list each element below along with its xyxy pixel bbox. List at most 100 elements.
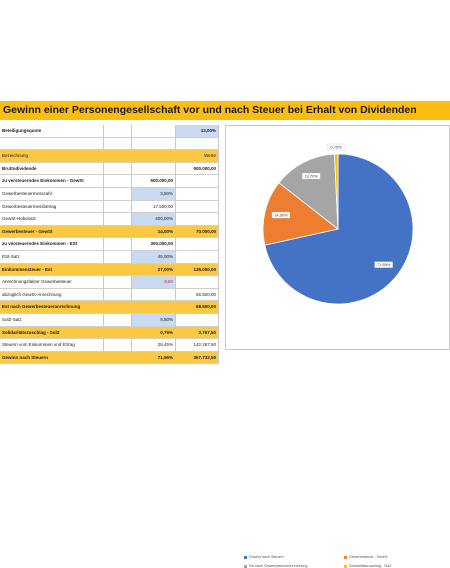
table-row[interactable]: ESt-Satz 45,00% — [0, 251, 219, 264]
value-cell[interactable]: 66.500,00 — [176, 288, 219, 302]
table-row[interactable] — [0, 137, 219, 151]
value-cell[interactable] — [104, 251, 132, 264]
row-label-cell[interactable] — [0, 137, 104, 151]
value-cell[interactable]: 14,00% — [132, 225, 176, 239]
row-label-cell[interactable]: Steuern vom Einkommen und Ertrag — [0, 339, 104, 352]
data-label-box — [271, 211, 291, 219]
row-label-cell[interactable]: abzüglich GewSt-Anrechnung — [0, 288, 104, 302]
value-cell[interactable] — [176, 238, 219, 251]
table-row[interactable]: Anrechnungsfaktor Gewerbesteuer -3,80 — [0, 276, 219, 289]
value-cell[interactable] — [104, 137, 132, 151]
value-cell[interactable]: 357.732,50 — [176, 351, 219, 365]
row-label-cell[interactable]: Bruttodividende — [0, 162, 104, 176]
row-label-cell[interactable]: zu versteuerndes Einkommen - GewSt — [0, 175, 104, 188]
row-label-cell[interactable]: Gewerbesteuermessbetrag — [0, 200, 104, 214]
legend-swatch — [244, 555, 247, 559]
table-row[interactable]: abzüglich GewSt-Anrechnung 66.500,00 — [0, 288, 219, 302]
row-label-cell[interactable]: Einkommensteuer - Est — [0, 263, 104, 277]
value-cell[interactable] — [104, 339, 132, 352]
table-row[interactable]: Bruttodividende 500.000,00 — [0, 162, 219, 176]
table-row[interactable]: Gewerbesteuer - GewSt 14,00% 70.000,00 — [0, 225, 219, 239]
table-row[interactable]: Gewerbesteuermesszahl 3,50% — [0, 188, 219, 201]
spreadsheet-grid[interactable]: Beteiligungsquote 13,00% Bezeichnung Werte B… — [0, 125, 450, 365]
value-cell[interactable]: 3.767,50 — [176, 326, 219, 340]
row-label-cell[interactable]: Gewinn nach Steuern — [0, 351, 104, 365]
table-row[interactable]: Steuern vom Einkommen und Ertrag 28,45% 14… — [0, 339, 219, 352]
value-cell[interactable] — [176, 276, 219, 289]
row-label-cell[interactable]: SolZ-Satz — [0, 314, 104, 327]
value-cell[interactable] — [104, 225, 132, 239]
row-label-cell[interactable]: ESt-Satz — [0, 251, 104, 264]
table-row[interactable]: Solidaritätszuschlag - SolZ 0,75% 3.767,50 — [0, 326, 219, 340]
value-cell[interactable] — [104, 150, 132, 163]
value-cell[interactable]: 400,00% — [132, 213, 176, 226]
value-cell[interactable]: 300.000,00 — [132, 238, 176, 251]
value-cell[interactable] — [132, 137, 176, 151]
table-row[interactable]: zu versteuerndes Einkommen - ESt 300.000,… — [0, 238, 219, 251]
value-cell[interactable]: 70.000,00 — [176, 225, 219, 239]
value-cell[interactable]: 0,75% — [132, 326, 176, 340]
value-cell[interactable]: 13,00% — [176, 125, 219, 138]
value-cell[interactable]: 45,00% — [132, 251, 176, 264]
value-cell[interactable] — [176, 188, 219, 201]
value-cell[interactable]: -3,80 — [132, 276, 176, 289]
value-cell[interactable] — [104, 326, 132, 340]
value-cell[interactable]: 135.000,00 — [176, 263, 219, 277]
value-cell[interactable] — [104, 314, 132, 327]
value-cell[interactable] — [132, 150, 176, 163]
table-row[interactable]: Einkommensteuer - Est 27,00% 135.000,00 — [0, 263, 219, 277]
table-row[interactable]: Beteiligungsquote 13,00% — [0, 125, 219, 138]
table-row[interactable]: Est nach Gewerbesteueranrechnung 68.500,0… — [0, 301, 219, 314]
row-label-cell[interactable]: Est nach Gewerbesteueranrechnung — [0, 301, 104, 314]
value-cell[interactable] — [132, 162, 176, 176]
table-row[interactable]: Gewerbesteuermessbetrag 17.500,00 — [0, 200, 219, 214]
value-cell[interactable] — [104, 351, 132, 365]
value-cell[interactable] — [176, 175, 219, 188]
table-row[interactable]: Gewinn nach Steuern 71,55% 357.732,50 — [0, 351, 219, 365]
value-cell[interactable]: 3,50% — [132, 188, 176, 201]
value-cell[interactable]: 5,50% — [132, 314, 176, 327]
row-label-cell[interactable]: Gewerbesteuer - GewSt — [0, 225, 104, 239]
value-cell[interactable]: Werte — [176, 150, 219, 163]
value-cell[interactable] — [104, 162, 132, 176]
pie-slice — [278, 153, 339, 230]
row-label-cell[interactable]: Gewerbesteuermesszahl — [0, 188, 104, 201]
value-cell[interactable]: 142.267,50 — [176, 339, 219, 352]
value-cell[interactable] — [176, 213, 219, 226]
value-cell[interactable] — [104, 276, 132, 289]
value-cell[interactable]: 17.500,00 — [132, 200, 176, 214]
table-row[interactable]: SolZ-Satz 5,50% — [0, 314, 219, 327]
table-row[interactable]: Bezeichnung Werte — [0, 150, 219, 163]
row-label-cell[interactable]: Bezeichnung — [0, 150, 104, 163]
value-cell[interactable] — [104, 125, 132, 138]
value-cell[interactable] — [104, 188, 132, 201]
table-row[interactable]: zu versteuerndes Einkommen - GewSt 500.00… — [0, 175, 219, 188]
value-cell[interactable] — [104, 288, 132, 302]
row-label-cell[interactable]: zu versteuerndes Einkommen - ESt — [0, 238, 104, 251]
value-cell[interactable] — [176, 251, 219, 264]
value-cell[interactable]: 27,00% — [132, 263, 176, 277]
row-label-cell[interactable]: Anrechnungsfaktor Gewerbesteuer — [0, 276, 104, 289]
value-cell[interactable] — [104, 238, 132, 251]
legend-item: Gewerbesteuer - GewSt — [344, 555, 388, 559]
value-cell[interactable]: 71,55% — [132, 351, 176, 365]
value-cell[interactable]: 500.000,00 — [176, 162, 219, 176]
value-cell[interactable] — [176, 200, 219, 214]
value-cell[interactable]: 68.500,00 — [176, 301, 219, 314]
value-cell[interactable] — [104, 263, 132, 277]
value-cell[interactable] — [104, 301, 132, 314]
value-cell[interactable] — [104, 213, 132, 226]
value-cell[interactable] — [132, 288, 176, 302]
value-cell[interactable] — [176, 314, 219, 327]
value-cell[interactable]: 28,45% — [132, 339, 176, 352]
value-cell[interactable] — [176, 137, 219, 151]
value-cell[interactable] — [132, 301, 176, 314]
row-label-cell[interactable]: Solidaritätszuschlag - SolZ — [0, 326, 104, 340]
row-label-cell[interactable]: Beteiligungsquote — [0, 125, 104, 138]
value-cell[interactable]: 500.000,00 — [132, 175, 176, 188]
row-label-cell[interactable]: GewSt-Hebesatz — [0, 213, 104, 226]
value-cell[interactable] — [104, 175, 132, 188]
table-row[interactable]: GewSt-Hebesatz 400,00% — [0, 213, 219, 226]
value-cell[interactable] — [132, 125, 176, 138]
value-cell[interactable] — [104, 200, 132, 214]
